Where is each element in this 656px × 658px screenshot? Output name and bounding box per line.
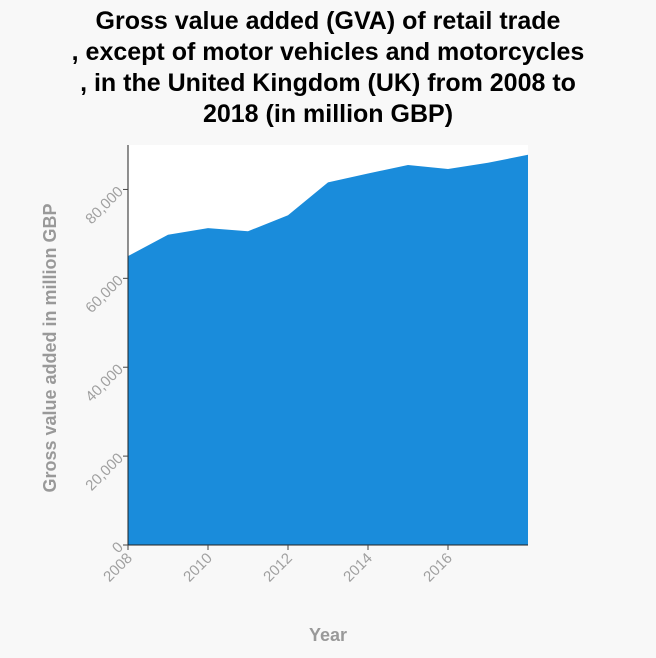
chart-title-line: Gross value added (GVA) of retail trade [95,7,561,35]
x-axis-ticks: 2008 2010 2012 2014 2016 [100,545,456,585]
area-series-fill [128,154,528,545]
y-tick-label: 40,000 [82,361,126,405]
y-tick-label: 60,000 [82,272,126,316]
x-tick-label: 2010 [180,550,216,586]
chart-title-line: , except of motor vehicles and motorcycl… [71,38,585,66]
x-axis-label: Year [309,625,347,645]
x-tick-label: 2012 [260,550,296,586]
x-tick-label: 2016 [420,550,456,586]
chart-title: Gross value added (GVA) of retail trade … [0,6,656,130]
axes [127,145,528,546]
y-tick-label: 80,000 [82,183,126,227]
area-series [128,154,528,545]
y-axis-label: Gross value added in million GBP [40,203,60,492]
x-tick-label: 2014 [340,550,376,586]
chart-title-line: 2018 (in million GBP) [202,100,454,128]
chart-title-line: , in the United Kingdom (UK) from 2008 t… [80,69,576,97]
y-tick-label: 20,000 [82,450,126,494]
